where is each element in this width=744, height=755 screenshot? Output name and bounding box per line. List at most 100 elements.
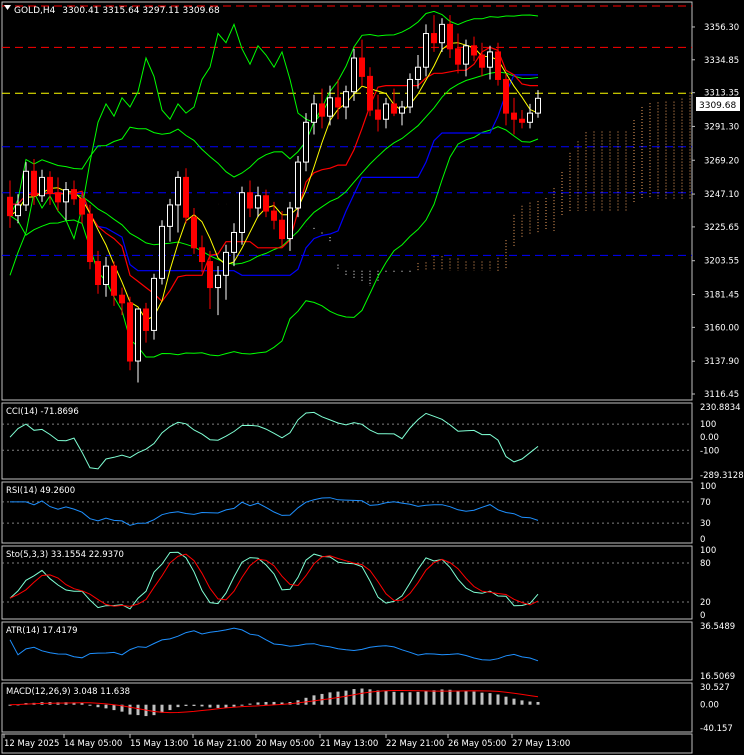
candle-body (351, 57, 357, 93)
macd-bar (528, 701, 532, 705)
bollinger-upper (9, 10, 539, 216)
chart-header: GOLD,H4 3300.41 3315.64 3297.11 3309.68 (14, 6, 220, 16)
candle-body (183, 176, 189, 218)
macd-bar (392, 691, 396, 705)
macd-bar (456, 690, 460, 705)
panel-tick-label: 100 (700, 482, 716, 492)
candle-body (503, 78, 509, 114)
macd-bar (72, 702, 76, 705)
panel-tick-label: 0.00 (700, 433, 719, 443)
macd-bar (440, 689, 444, 705)
candle-body (407, 78, 413, 108)
candle-body (127, 302, 133, 362)
macd-bar (264, 701, 268, 705)
candles (7, 15, 541, 383)
candle-body (471, 45, 477, 56)
price-tick-label: 3356.30 (704, 23, 739, 33)
candle-body (199, 247, 205, 263)
candle-body (519, 118, 525, 123)
macd-bar (280, 702, 284, 705)
ohlc-label: 3300.41 3315.64 3297.11 3309.68 (62, 6, 220, 16)
candle-body (359, 57, 365, 77)
price-tick-label: 3116.45 (704, 390, 739, 400)
candle-body (255, 195, 261, 209)
macd-bar (464, 690, 468, 705)
macd-bar (248, 703, 252, 705)
panel-frames (1, 1, 693, 754)
panel-tick-label: 70 (700, 498, 711, 508)
price-tick-label: 3334.85 (704, 56, 739, 66)
time-tick-label: 27 May 13:00 (512, 739, 570, 749)
macd-bar (368, 689, 372, 705)
macd-bar (336, 691, 340, 705)
candle-body (39, 176, 45, 197)
time-tick-label: 26 May 05:00 (448, 739, 506, 749)
candle-body (63, 189, 69, 203)
candle-body (367, 75, 373, 111)
price-tick-label: 3137.90 (704, 357, 739, 367)
price-tick-label: 3203.55 (704, 257, 739, 267)
macd-bar (512, 698, 516, 705)
candle-body (527, 112, 533, 123)
price-tick-label: 3291.30 (704, 122, 739, 132)
time-tick-label: 20 May 05:00 (256, 739, 314, 749)
candle-body (327, 97, 333, 117)
sub-panels: CCI(14) -71.8696 230.8834 100 0.00 -100 -289.… (2, 403, 744, 734)
candle-body (159, 225, 165, 279)
candle-body (15, 204, 21, 217)
time-tick-label: 14 May 05:00 (64, 739, 122, 749)
sub-panel-frame (1, 545, 693, 620)
macd-bar (536, 701, 540, 705)
macd-bar (232, 704, 236, 707)
macd-bar (448, 689, 452, 705)
macd-bar (176, 704, 180, 708)
indicator-lines (9, 22, 539, 321)
macd-bar (96, 704, 100, 708)
current-price-label: 3309.68 (699, 101, 736, 111)
macd-bar (504, 696, 508, 705)
panel-tick-label: -100 (700, 446, 719, 456)
panel-title: MACD(12,26,9) 3.048 11.638 (6, 687, 130, 697)
macd-bar (112, 704, 116, 711)
candle-body (311, 103, 317, 123)
candle-body (191, 216, 197, 249)
macd-bar (488, 693, 492, 705)
macd-bar (520, 700, 524, 705)
macd-bar (88, 704, 92, 706)
macd-bar (352, 689, 356, 705)
candle-body (7, 196, 13, 217)
time-tick-label: 21 May 13:00 (320, 739, 378, 749)
panel-tick-label: 100 (700, 546, 716, 556)
macd-bar (200, 704, 204, 707)
candle-body (511, 112, 517, 120)
macd-bar (184, 704, 188, 706)
candle-body (95, 261, 101, 286)
macd-bar (272, 701, 276, 705)
macd-bar (360, 688, 364, 705)
candle-body (391, 103, 397, 114)
price-tick-label: 3160.00 (704, 323, 739, 333)
panel-title: RSI(14) 49.2600 (6, 486, 75, 496)
candle-body (239, 192, 245, 233)
panel-tick-label: 230.8834 (700, 403, 741, 413)
sub-panel-frame (1, 481, 693, 544)
collapse-arrow-icon[interactable] (4, 5, 11, 10)
indicator-series (9, 551, 539, 610)
time-tick-label: 12 May 2025 (4, 739, 59, 749)
price-axis: 3356.30 3334.85 3313.35 3291.30 3269.20 3247.… (692, 23, 739, 400)
macd-bar (408, 692, 412, 705)
time-axis-frame (1, 733, 693, 754)
candle-body (431, 33, 437, 44)
horizontal-levels (2, 5, 692, 256)
panel-tick-label: 16.5069 (700, 672, 735, 682)
macd-bar (344, 690, 348, 705)
price-tick-label: 3225.65 (704, 223, 739, 233)
candle-body (175, 176, 181, 206)
panel-tick-label: 0 (700, 535, 705, 545)
candle-body (535, 97, 541, 114)
price-tick-label: 3181.45 (704, 291, 739, 301)
panel-tick-label: 30.527 (700, 683, 730, 693)
indicator-series (9, 411, 539, 470)
macd-bar (416, 691, 420, 705)
